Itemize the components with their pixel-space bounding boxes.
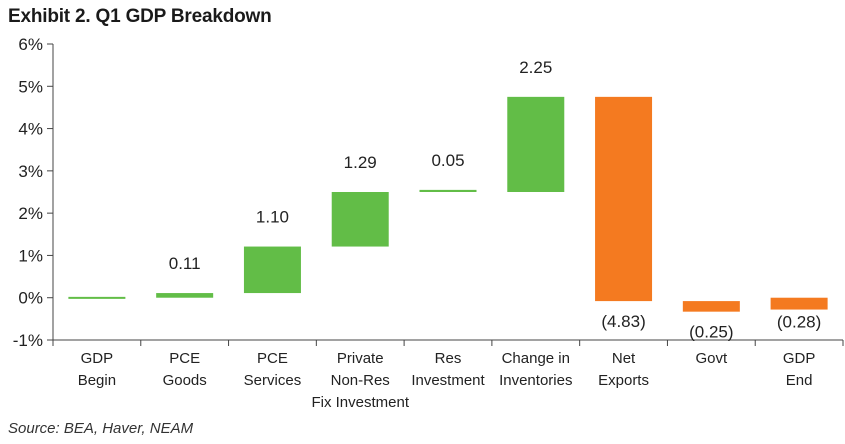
data-label: (0.28) bbox=[777, 313, 821, 332]
y-tick-label: 0% bbox=[18, 289, 43, 308]
category-label: GDP bbox=[81, 350, 114, 367]
category-label: Exports bbox=[598, 372, 649, 389]
data-label: (4.83) bbox=[601, 312, 645, 331]
category-label: Private bbox=[337, 350, 384, 367]
y-axis: -1% 0% 1% 2% 3% 4% 5% 6% bbox=[13, 35, 844, 350]
y-tick-label: 4% bbox=[18, 120, 43, 139]
chart-title: Exhibit 2. Q1 GDP Breakdown bbox=[8, 6, 272, 27]
source-note: Source: BEA, Haver, NEAM bbox=[8, 420, 194, 437]
y-tick-label: 1% bbox=[18, 246, 43, 265]
category-label: Change in bbox=[502, 350, 570, 367]
y-tick-label: -1% bbox=[13, 331, 43, 350]
category-labels-group: GDP Begin PCE Goods PCE Services Private Non-Re… bbox=[78, 350, 816, 411]
y-tick-label: 2% bbox=[18, 204, 43, 223]
bar-7 bbox=[682, 301, 740, 312]
category-label: GDP bbox=[783, 350, 816, 367]
bar-3 bbox=[331, 192, 389, 247]
category-label: Non-Res bbox=[331, 372, 390, 389]
category-label: Inventories bbox=[499, 372, 572, 389]
y-tick-label: 6% bbox=[18, 35, 43, 54]
data-label: (0.25) bbox=[689, 323, 733, 342]
bar-2 bbox=[243, 246, 301, 294]
category-label: Goods bbox=[163, 372, 207, 389]
bars-group bbox=[68, 96, 828, 312]
y-tick-label: 3% bbox=[18, 162, 43, 181]
category-label: Res bbox=[435, 350, 462, 367]
category-label: Investment bbox=[411, 372, 485, 389]
bar-1 bbox=[156, 293, 214, 298]
category-label: Fix Investment bbox=[311, 394, 409, 411]
data-label: 0.05 bbox=[431, 151, 464, 170]
category-label: PCE bbox=[257, 350, 288, 367]
bar-0 bbox=[68, 296, 126, 299]
category-label: Begin bbox=[78, 372, 116, 389]
category-label: Net bbox=[612, 350, 636, 367]
category-label: PCE bbox=[169, 350, 200, 367]
data-label: 0.11 bbox=[169, 254, 201, 273]
bar-8 bbox=[770, 297, 828, 310]
category-label: Govt bbox=[695, 350, 728, 367]
y-tick-label: 5% bbox=[18, 77, 43, 96]
data-label: 1.10 bbox=[256, 208, 289, 227]
data-label: 2.25 bbox=[519, 58, 552, 77]
data-labels-group: 0.11 1.10 1.29 0.05 2.25 (4.83) (0.25) (0.28) bbox=[169, 58, 822, 342]
bar-4 bbox=[419, 189, 477, 192]
category-label: Services bbox=[244, 372, 302, 389]
bar-6 bbox=[595, 96, 653, 302]
data-label: 1.29 bbox=[344, 153, 377, 172]
bar-5 bbox=[507, 96, 565, 192]
category-label: End bbox=[786, 372, 813, 389]
